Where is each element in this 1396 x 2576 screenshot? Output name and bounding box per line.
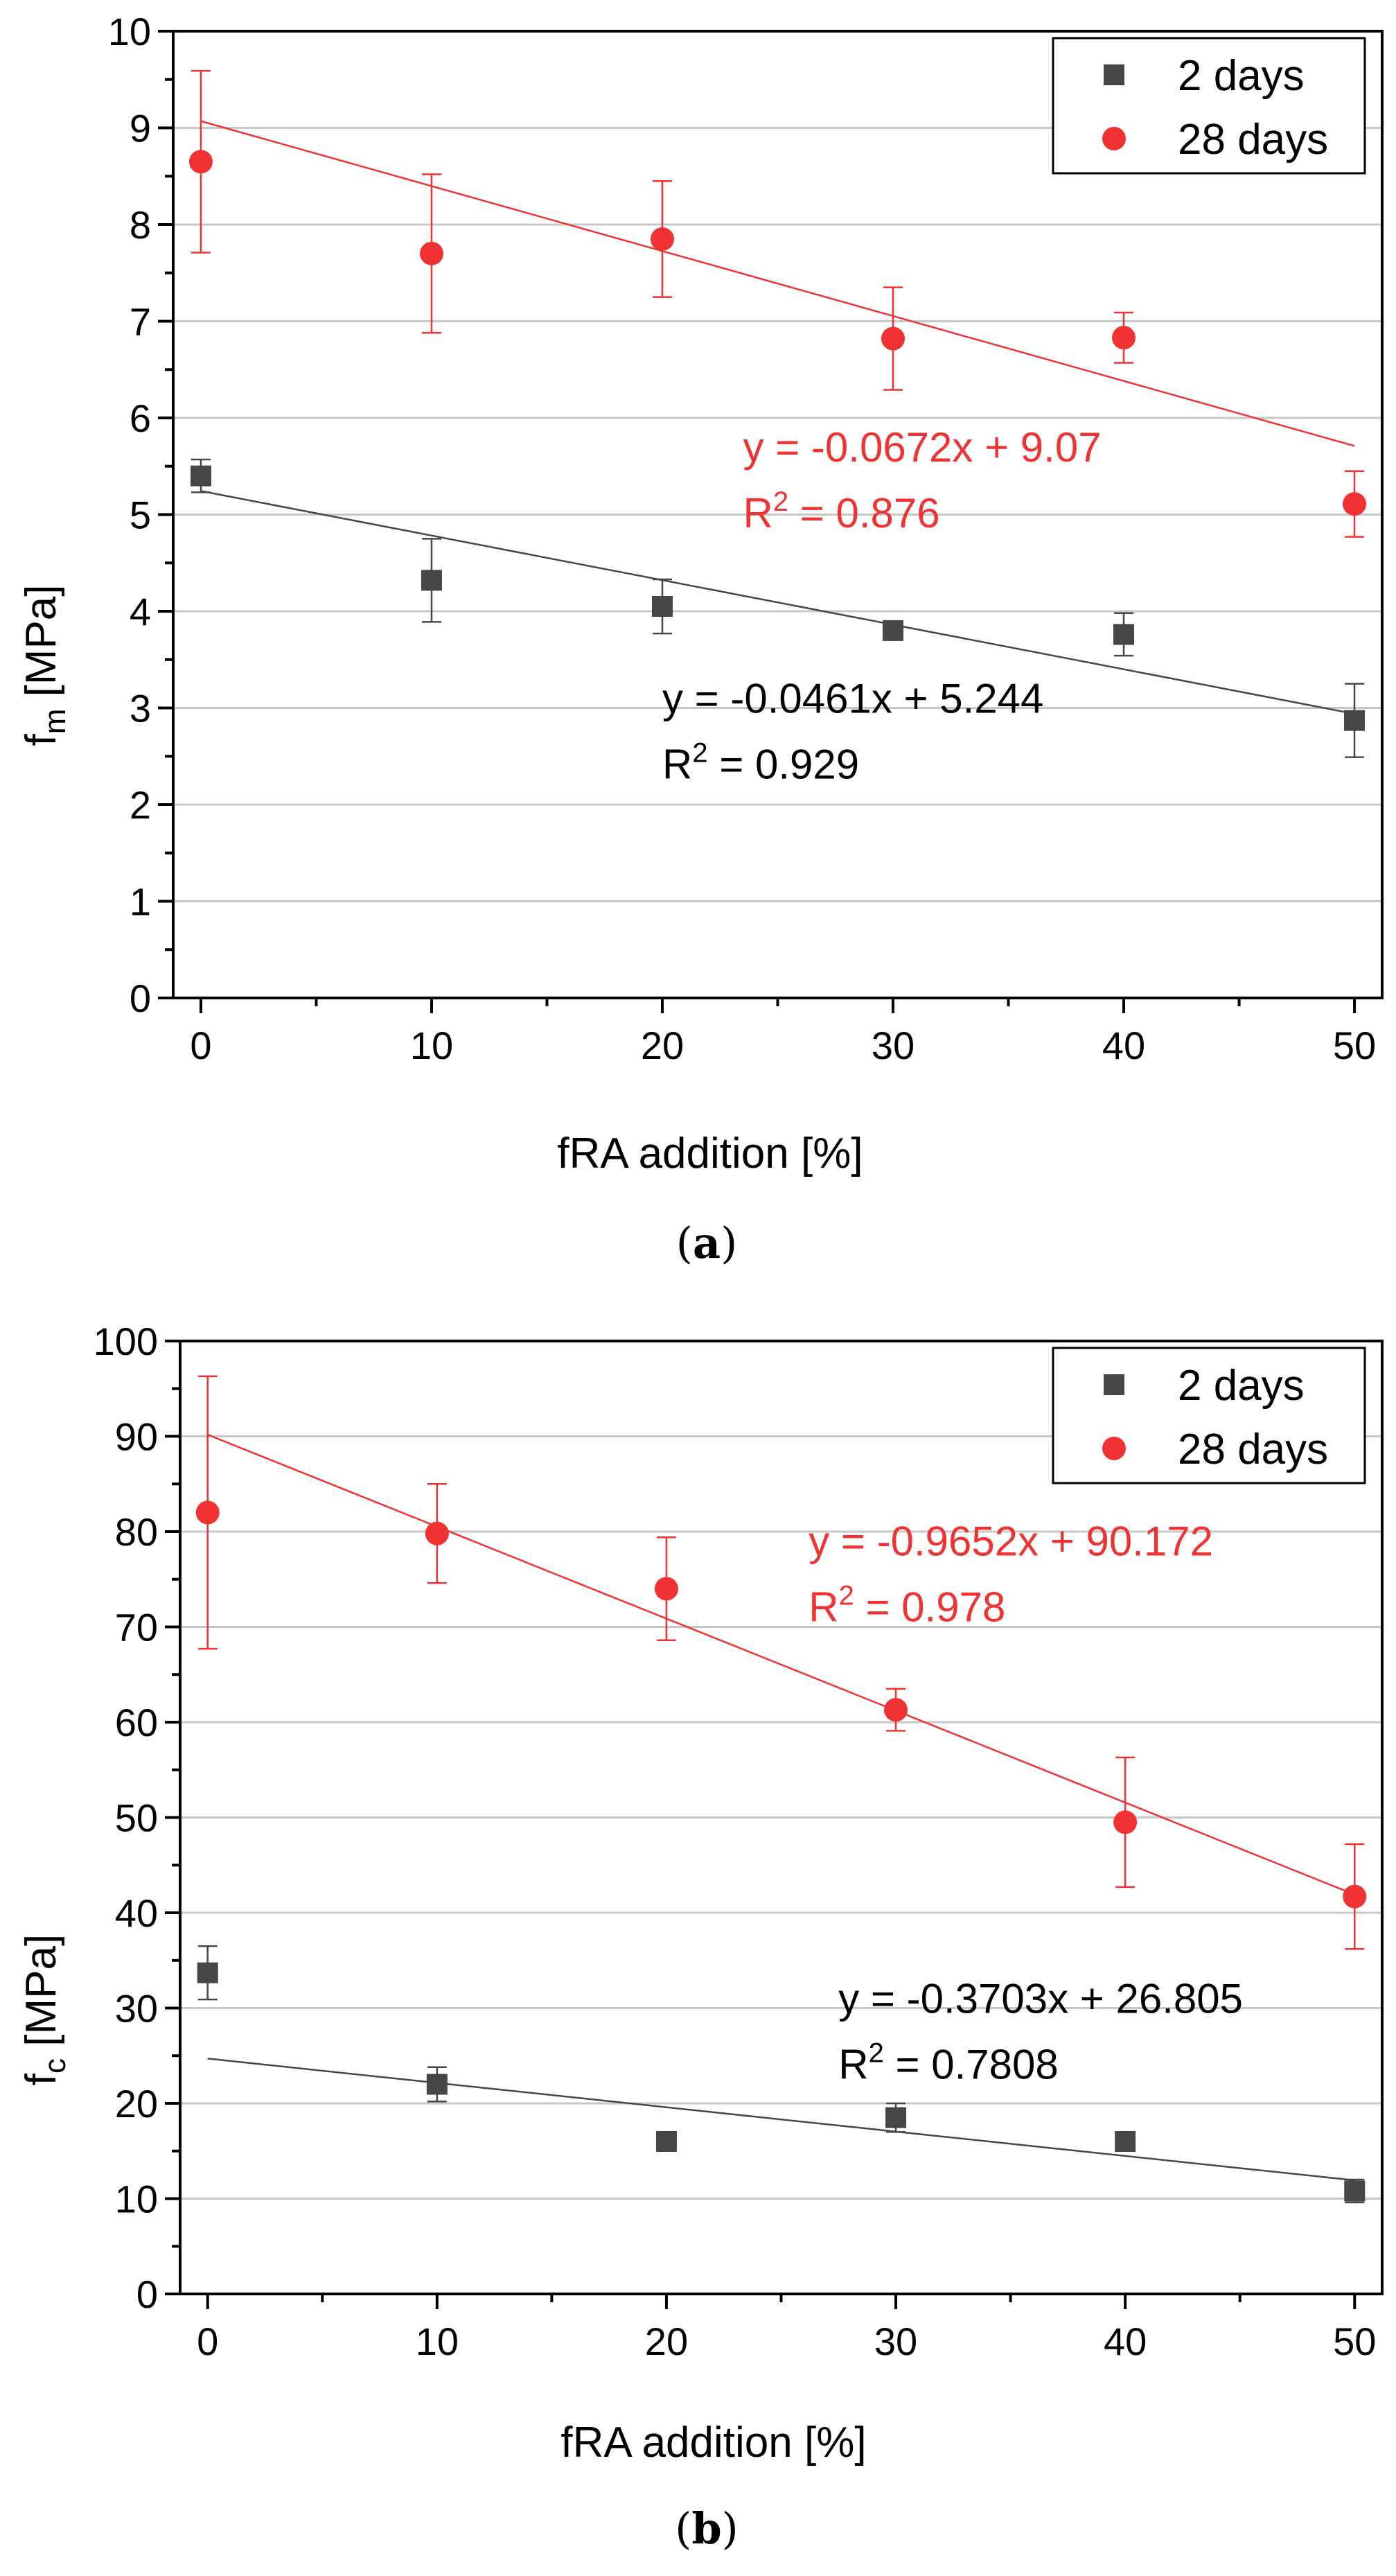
y-tick-label-1: 1: [130, 880, 151, 924]
legend-box-b: [1052, 1347, 1366, 1484]
data-point-2-days: [655, 2131, 677, 2152]
y-tick-label-4: 4: [130, 590, 151, 633]
r2-28-days-b: R2 = 0.978: [809, 1580, 1005, 1630]
data-point-2-days: [651, 596, 673, 617]
y-tick-label-60: 60: [115, 1701, 158, 1744]
legend-b: 2 days 28 days: [1052, 1347, 1366, 1484]
y-tick-label-2: 2: [130, 783, 151, 827]
data-point-28-days: [1113, 1810, 1138, 1834]
y-tick-label-10: 10: [108, 10, 151, 53]
data-point-2-days: [885, 2107, 907, 2128]
x-tick-label-30: 30: [872, 1024, 915, 1067]
y-tick-label-100: 100: [94, 1320, 158, 1363]
x-tick-label-50: 50: [1333, 1024, 1376, 1067]
y-tick-label-6: 6: [130, 396, 151, 440]
data-point-28-days: [1343, 1884, 1367, 1909]
markers-b: [195, 1500, 1367, 2202]
y-tick-label-70: 70: [115, 1606, 158, 1649]
data-point-28-days: [650, 227, 674, 251]
equation-28-days-a: y = -0.0672x + 9.07: [743, 424, 1102, 471]
data-point-2-days: [883, 620, 904, 641]
x-tick-label-20: 20: [641, 1024, 684, 1067]
data-point-2-days: [1113, 624, 1135, 645]
data-point-28-days: [654, 1577, 678, 1601]
legend-label-28-days-b: 28 days: [1178, 1426, 1328, 1473]
fit-line-2-days: [207, 2058, 1355, 2182]
y-tick-label-10: 10: [115, 2178, 158, 2221]
equation-2-days-b: y = -0.3703x + 26.805: [838, 1975, 1243, 2022]
y-tick-label-0: 0: [130, 976, 151, 1020]
x-axis-title-b: fRA addition [%]: [560, 2419, 866, 2467]
legend-label-2-days-b: 2 days: [1178, 1362, 1305, 1410]
x-tick-label-20: 20: [645, 2320, 688, 2363]
data-point-28-days: [881, 326, 905, 351]
y-tick-label-90: 90: [115, 1415, 158, 1459]
grid-b: [180, 1435, 1382, 2200]
data-point-2-days: [1115, 2131, 1136, 2152]
caption-b: (b): [675, 2503, 739, 2554]
y-tick-label-20: 20: [115, 2082, 158, 2126]
data-point-2-days: [197, 1962, 218, 1983]
y-tick-label-7: 7: [130, 300, 151, 344]
data-point-28-days: [884, 1698, 908, 1722]
y-tick-label-9: 9: [130, 107, 151, 150]
equation-2-days-a: y = -0.0461x + 5.244: [662, 675, 1043, 721]
y-tick-label-80: 80: [115, 1510, 158, 1554]
data-point-28-days: [1343, 492, 1367, 516]
x-tick-label-10: 10: [416, 2320, 459, 2363]
data-point-28-days: [1112, 326, 1136, 350]
fit-line-28-days: [207, 1433, 1355, 1895]
caption-a: (a): [676, 1218, 738, 1268]
grid-a: [173, 127, 1382, 902]
y-axis-title-a: fm [MPa]: [17, 584, 72, 746]
x-tick-label-40: 40: [1104, 2320, 1147, 2363]
r2-2-days-b: R2 = 0.7808: [838, 2038, 1059, 2087]
x-tick-label-0: 0: [190, 1024, 211, 1067]
x-tick-label-50: 50: [1333, 2320, 1376, 2363]
x-tick-label-30: 30: [874, 2320, 917, 2363]
y-tick-label-3: 3: [130, 687, 151, 730]
markers-a: [188, 150, 1367, 731]
data-point-28-days: [425, 1521, 449, 1545]
ticks-a: 0 1 2 3 4 5 6 7 8 9 10 0 10 20 30 40 50: [108, 10, 1376, 1067]
fit-lines-a: [200, 120, 1355, 715]
legend-marker-2-days-a: [1104, 64, 1124, 85]
data-point-2-days: [190, 465, 211, 487]
y-tick-label-5: 5: [130, 493, 151, 537]
legend-marker-2-days-b: [1104, 1374, 1124, 1395]
panel-a: 0 1 2 3 4 5 6 7 8 9 10 0 10 20 30 40 50 fm [MPa] fRA add…: [17, 10, 1384, 1268]
legend-marker-28-days-a: [1102, 127, 1126, 150]
legend-label-28-days-a: 28 days: [1178, 116, 1328, 164]
r2-28-days-a: R2 = 0.876: [743, 487, 940, 536]
y-axis-title-b: fc [MPa]: [17, 1934, 72, 2085]
data-point-28-days: [419, 241, 443, 265]
legend-marker-28-days-b: [1102, 1437, 1126, 1460]
data-point-28-days: [188, 150, 213, 174]
x-axis-title-a: fRA addition [%]: [557, 1130, 863, 1177]
legend-box-a: [1052, 37, 1366, 175]
y-tick-label-30: 30: [115, 1987, 158, 2031]
data-point-2-days: [1344, 710, 1366, 731]
data-point-28-days: [195, 1500, 220, 1525]
y-tick-label-0: 0: [136, 2272, 158, 2316]
ticks-b: 0 10 20 30 40 50 60 70 80 90 100 0 10 20 30 40 50: [94, 1320, 1377, 2363]
fit-line-28-days: [200, 120, 1355, 447]
fit-line-2-days: [200, 490, 1355, 715]
x-tick-label-40: 40: [1102, 1024, 1145, 1067]
y-tick-label-50: 50: [115, 1796, 158, 1840]
fit-lines-b: [207, 1433, 1355, 2182]
x-tick-label-10: 10: [410, 1024, 453, 1067]
r2-2-days-a: R2 = 0.929: [662, 737, 859, 787]
data-point-2-days: [426, 2074, 448, 2095]
y-tick-label-40: 40: [115, 1891, 158, 1935]
data-point-2-days: [421, 570, 442, 591]
y-tick-label-8: 8: [130, 203, 151, 247]
legend-label-2-days-a: 2 days: [1178, 52, 1305, 100]
data-point-2-days: [1344, 2180, 1366, 2202]
x-tick-label-0: 0: [197, 2320, 218, 2363]
equation-28-days-b: y = -0.9652x + 90.172: [809, 1518, 1213, 1564]
legend-a: 2 days 28 days: [1052, 37, 1366, 175]
panel-b: 0 10 20 30 40 50 60 70 80 90 100 0 10 20 30 40 50 fc [MP…: [17, 1320, 1384, 2554]
